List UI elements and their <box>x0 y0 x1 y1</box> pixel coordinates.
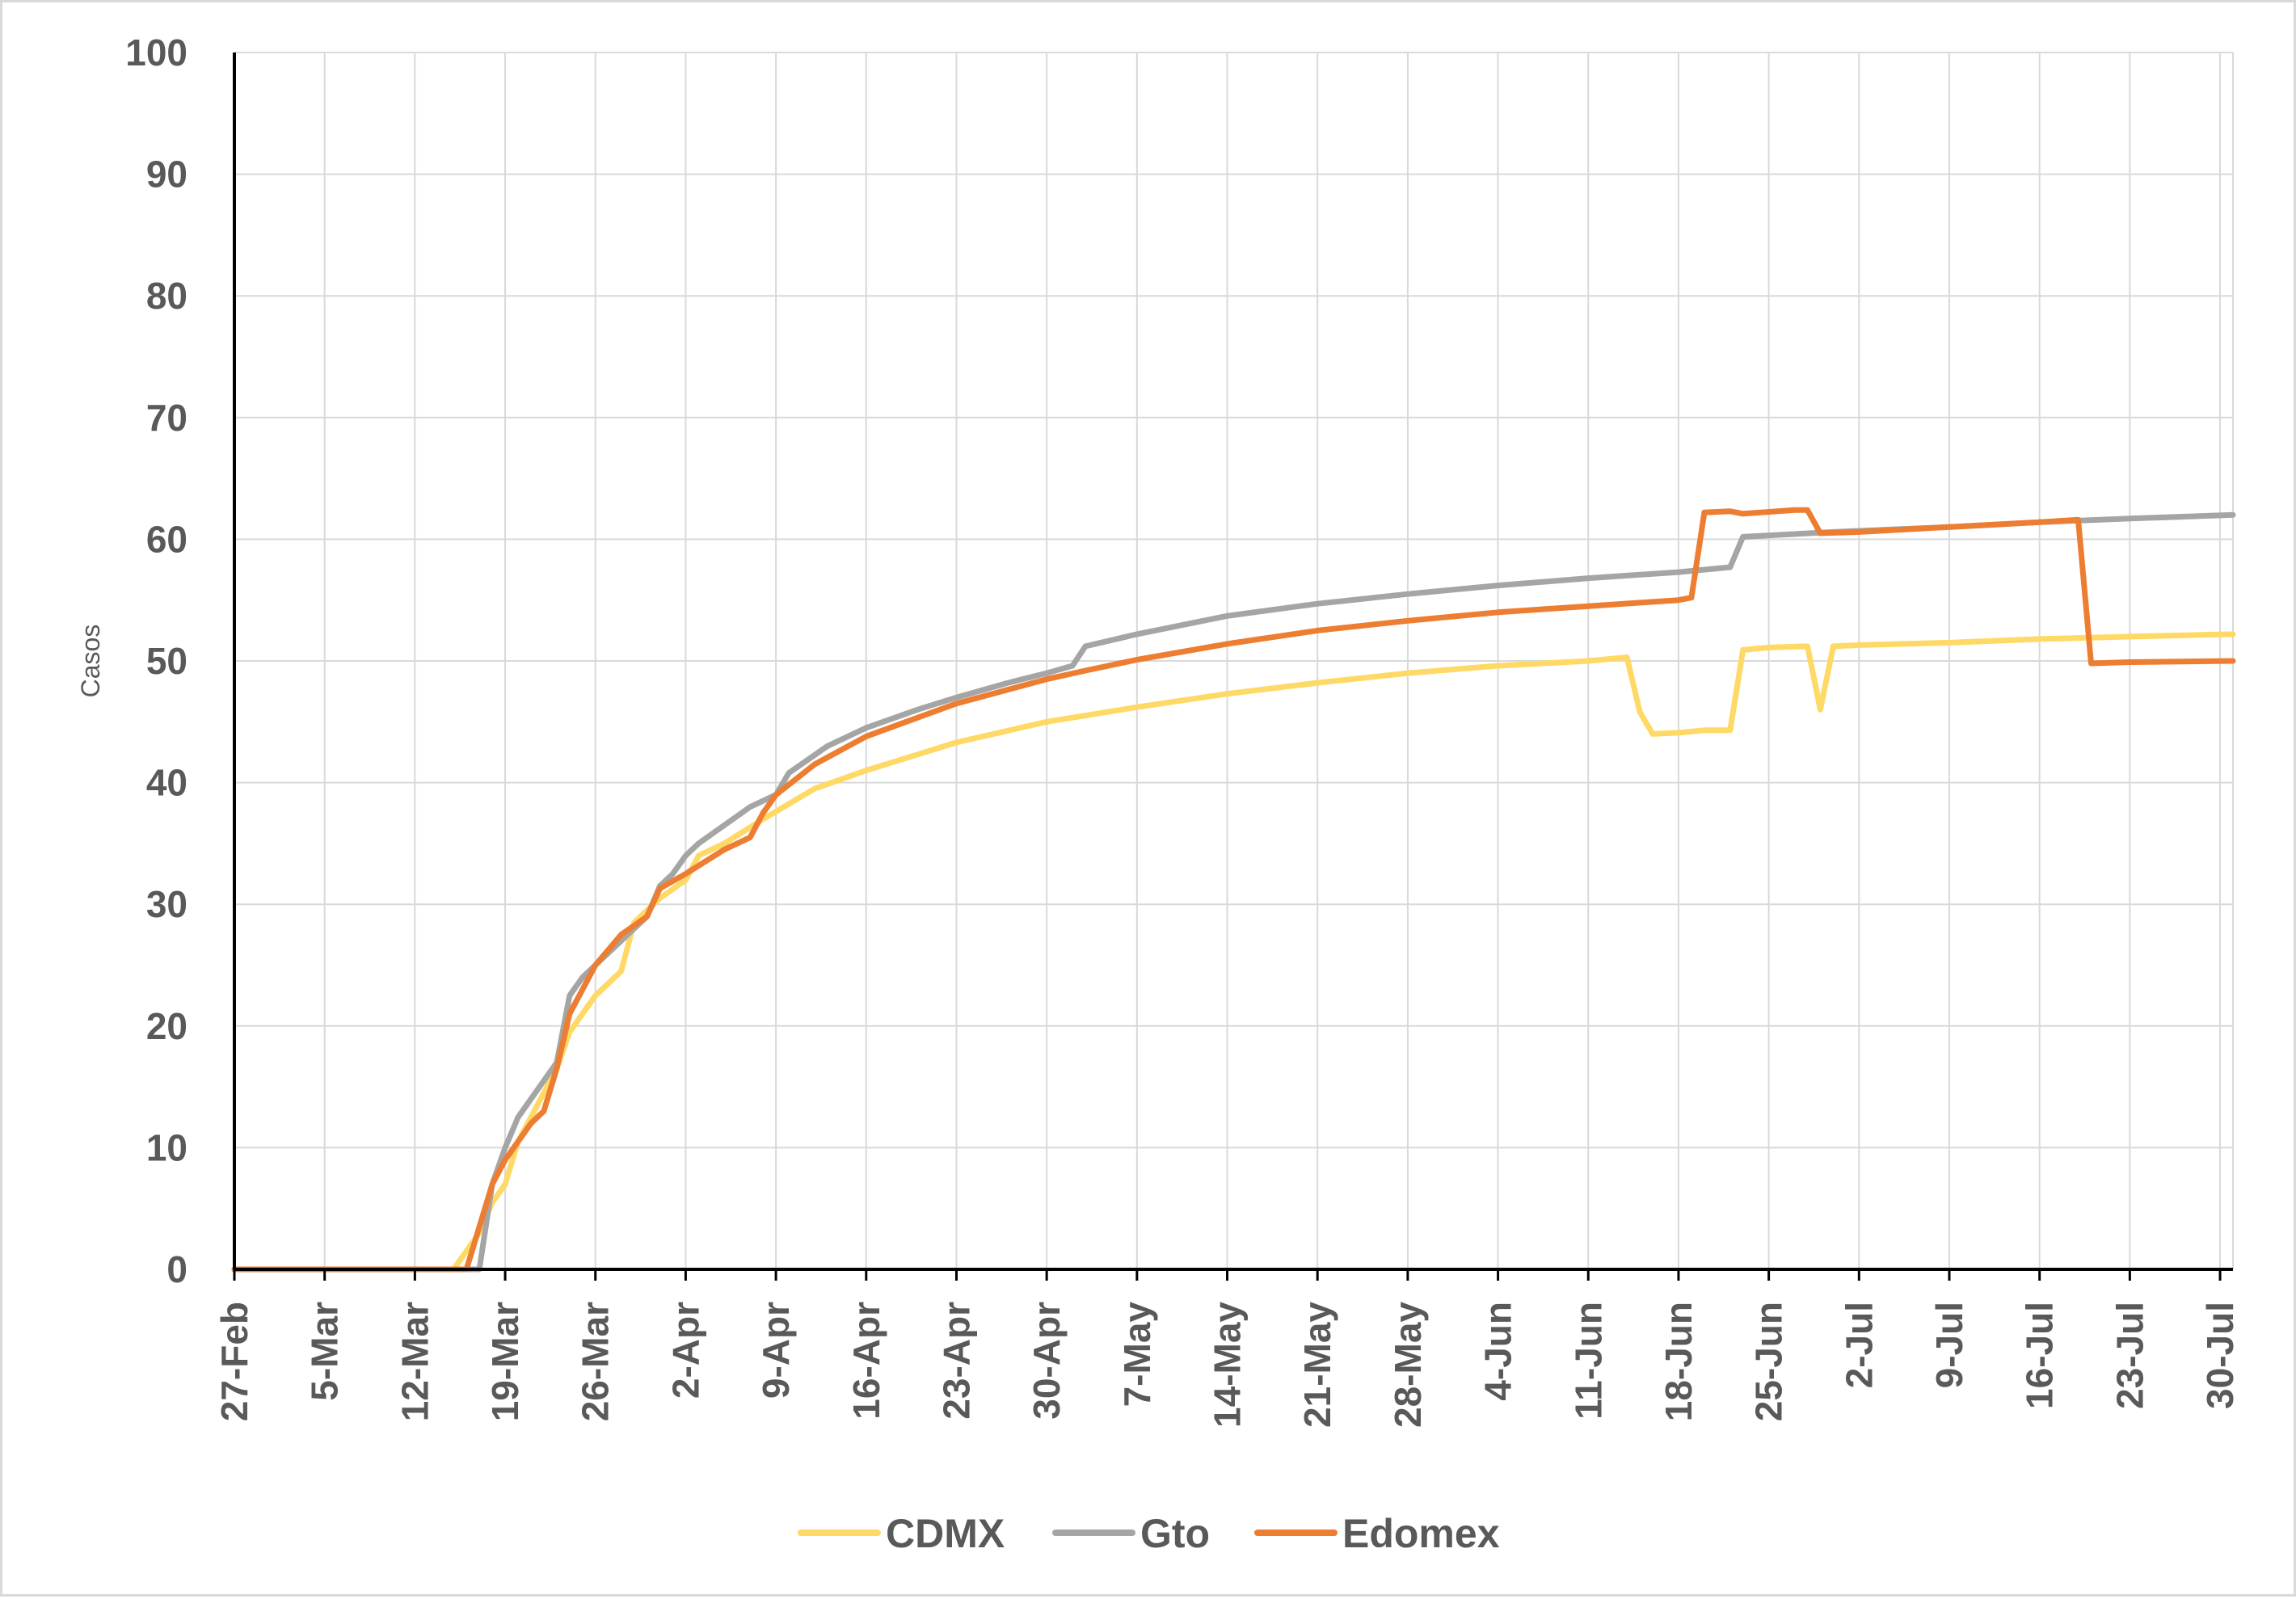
y-tick-label: 70 <box>146 397 187 439</box>
x-axis-ticks: 27-Feb 5-Mar 12-Mar 19-Mar 26-Mar 2-Apr 9-Apr 1… <box>213 1302 2241 1428</box>
x-tick-label: 16-Jul <box>2019 1302 2061 1409</box>
x-tick-label: 28-May <box>1387 1302 1429 1428</box>
x-tick-label: 12-Mar <box>394 1302 436 1421</box>
x-tick-label: 9-Apr <box>755 1302 797 1399</box>
x-tick-label: 21-May <box>1296 1302 1338 1428</box>
legend-label-edomex: Edomex <box>1342 1511 1500 1556</box>
series-line-cdmx <box>231 631 2236 1273</box>
x-tick-label: 4-Jun <box>1477 1302 1519 1401</box>
y-tick-label: 90 <box>146 154 187 196</box>
legend: CDMX Gto Edomex <box>798 1511 1500 1556</box>
x-tick-label: 27-Feb <box>213 1302 255 1421</box>
x-tick-label: 19-Mar <box>484 1302 526 1421</box>
x-tick-label: 25-Jun <box>1748 1302 1790 1421</box>
legend-label-cdmx: CDMX <box>886 1511 1005 1556</box>
y-tick-label: 50 <box>146 640 187 682</box>
series-line-gto <box>231 511 2236 1273</box>
x-tick-label: 2-Jul <box>1838 1302 1880 1388</box>
axis-layer <box>233 53 2233 1281</box>
x-tick-label: 23-Jul <box>2109 1302 2151 1409</box>
y-tick-label: 100 <box>125 32 187 74</box>
x-tick-label: 5-Mar <box>304 1302 346 1401</box>
y-axis-ticks: 0 10 20 30 40 50 60 70 80 90 100 <box>125 32 187 1290</box>
x-tick-label: 18-Jun <box>1658 1302 1700 1421</box>
x-tick-label: 11-Jun <box>1567 1302 1609 1420</box>
x-tick-label: 2-Apr <box>664 1302 706 1399</box>
x-tick-label: 23-Apr <box>935 1302 977 1420</box>
y-tick-label: 80 <box>146 275 187 317</box>
y-tick-label: 20 <box>146 1005 187 1047</box>
x-tick-label: 9-Jul <box>1928 1302 1970 1388</box>
x-tick-label: 14-May <box>1207 1302 1249 1428</box>
y-tick-label: 0 <box>166 1248 187 1290</box>
x-tick-label: 26-Mar <box>575 1302 617 1421</box>
x-tick-label: 30-Apr <box>1026 1302 1068 1420</box>
x-tick-label: 16-Apr <box>845 1302 887 1420</box>
x-tick-label: 7-May <box>1116 1302 1158 1408</box>
y-tick-label: 60 <box>146 518 187 560</box>
y-tick-label: 10 <box>146 1126 187 1168</box>
y-tick-label: 30 <box>146 883 187 925</box>
legend-label-gto: Gto <box>1140 1511 1210 1556</box>
series-line-edomex <box>231 507 2236 1273</box>
series-layer <box>231 507 2236 1273</box>
x-tick-label: 30-Jul <box>2199 1302 2241 1409</box>
y-tick-label: 40 <box>146 762 187 804</box>
grid-layer <box>234 52 2234 1269</box>
y-axis-label: Casos <box>76 625 105 698</box>
